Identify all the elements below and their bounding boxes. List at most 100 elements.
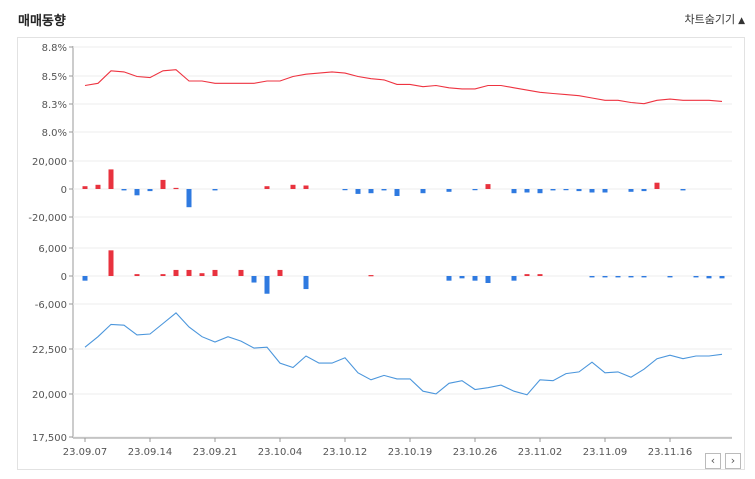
bar-foreign_net: [654, 182, 660, 189]
x-tick-label: 23.11.02: [518, 447, 563, 458]
bar-foreign_net: [264, 186, 270, 189]
bar-institution_net: [251, 276, 257, 283]
bar-foreign_net: [121, 189, 127, 191]
bar-foreign_net: [446, 189, 452, 192]
bar-institution_net: [173, 269, 179, 276]
y-tick-label: 6,000: [38, 244, 67, 255]
y-tick-label: 8.8%: [42, 43, 67, 54]
x-tick-label: 23.09.07: [63, 447, 108, 458]
bar-foreign_net: [550, 189, 556, 191]
panel-foreign_rate: 8.8% 8.5% 8.3% 8.0%: [42, 43, 732, 139]
y-tick-label: 0: [61, 272, 67, 283]
bar-foreign_net: [134, 189, 140, 196]
series-line-foreign_rate: [84, 69, 723, 105]
bar-foreign_net: [108, 169, 114, 189]
bar-foreign_net: [563, 189, 569, 191]
bar-foreign_net: [589, 189, 595, 193]
bar-institution_net: [303, 276, 309, 290]
y-tick-label: 20,000: [32, 157, 67, 168]
bar-institution_net: [446, 276, 452, 281]
bar-foreign_net: [485, 184, 491, 189]
bar-foreign_net: [511, 189, 517, 194]
bar-institution_net: [485, 276, 491, 283]
bar-institution_net: [511, 276, 517, 281]
bar-institution_net: [615, 276, 621, 278]
bar-institution_net: [706, 276, 712, 279]
bar-institution_net: [160, 274, 166, 276]
y-tick-label: 0: [61, 185, 67, 196]
bar-institution_net: [108, 250, 114, 276]
bar-institution_net: [693, 276, 699, 278]
bar-institution_net: [628, 276, 634, 278]
bar-institution_net: [719, 276, 725, 279]
bar-institution_net: [212, 269, 218, 276]
bar-foreign_net: [368, 189, 374, 194]
y-tick-label: 17,500: [32, 433, 67, 444]
bar-foreign_net: [641, 189, 647, 192]
bar-foreign_net: [524, 189, 530, 193]
bar-institution_net: [524, 274, 530, 276]
bar-foreign_net: [160, 179, 166, 189]
section-title: 매매동향: [18, 14, 66, 29]
bar-institution_net: [589, 276, 595, 278]
y-tick-label: 8.5%: [42, 72, 67, 83]
bar-institution_net: [82, 276, 88, 281]
y-tick-label: 8.0%: [42, 128, 67, 139]
bar-foreign_net: [82, 186, 88, 189]
bar-foreign_net: [186, 189, 192, 208]
bar-foreign_net: [381, 189, 387, 191]
y-tick-label: 20,000: [32, 390, 67, 401]
bar-institution_net: [472, 276, 478, 281]
y-tick-label: 8.3%: [42, 100, 67, 111]
y-tick-label: -6,000: [35, 300, 67, 311]
bar-foreign_net: [420, 189, 426, 194]
bar-foreign_net: [95, 184, 101, 189]
bar-foreign_net: [147, 189, 153, 192]
bar-foreign_net: [212, 189, 218, 191]
bar-foreign_net: [680, 189, 686, 191]
bar-institution_net: [667, 276, 673, 278]
bar-foreign_net: [394, 189, 400, 196]
bar-institution_net: [641, 276, 647, 278]
bar-institution_net: [238, 269, 244, 276]
next-page-button[interactable]: ›: [725, 453, 741, 469]
bar-institution_net: [368, 275, 374, 277]
bar-institution_net: [602, 276, 608, 278]
panel-foreign_net: 20,000 0 -20,000: [28, 157, 732, 224]
bar-institution_net: [199, 273, 205, 276]
panel-price: 22,500 20,000 17,500: [32, 312, 732, 444]
hide-chart-label: 차트숨기기: [684, 13, 736, 26]
bar-foreign_net: [303, 185, 309, 189]
bar-foreign_net: [290, 184, 296, 189]
hide-chart-button[interactable]: 차트숨기기 ▲: [684, 11, 745, 27]
x-tick-label: 23.11.16: [648, 447, 693, 458]
bar-institution_net: [186, 269, 192, 276]
x-tick-label: 23.10.19: [388, 447, 433, 458]
x-tick-label: 23.09.14: [128, 447, 173, 458]
x-tick-label: 23.09.21: [193, 447, 238, 458]
bar-foreign_net: [342, 189, 348, 191]
panel-institution_net: 6,000 0 -6,000: [35, 244, 732, 311]
x-tick-label: 23.11.09: [583, 447, 628, 458]
bar-institution_net: [277, 269, 283, 276]
bar-foreign_net: [355, 189, 361, 194]
bar-foreign_net: [537, 189, 543, 194]
bar-foreign_net: [628, 189, 634, 192]
prev-page-button[interactable]: ‹: [705, 453, 721, 469]
y-tick-label: 22,500: [32, 345, 67, 356]
x-tick-label: 23.10.26: [453, 447, 498, 458]
bar-institution_net: [537, 274, 543, 276]
bar-institution_net: [134, 274, 140, 276]
bar-foreign_net: [602, 189, 608, 193]
x-tick-label: 23.10.12: [323, 447, 368, 458]
bar-institution_net: [264, 276, 270, 294]
series-line-price: [84, 312, 723, 396]
chart-frame: [17, 37, 745, 470]
bar-institution_net: [459, 276, 465, 279]
bar-foreign_net: [576, 189, 582, 192]
x-tick-label: 23.10.04: [258, 447, 303, 458]
triangle-up-icon: ▲: [738, 16, 745, 26]
bar-foreign_net: [472, 189, 478, 191]
bar-foreign_net: [173, 187, 179, 190]
